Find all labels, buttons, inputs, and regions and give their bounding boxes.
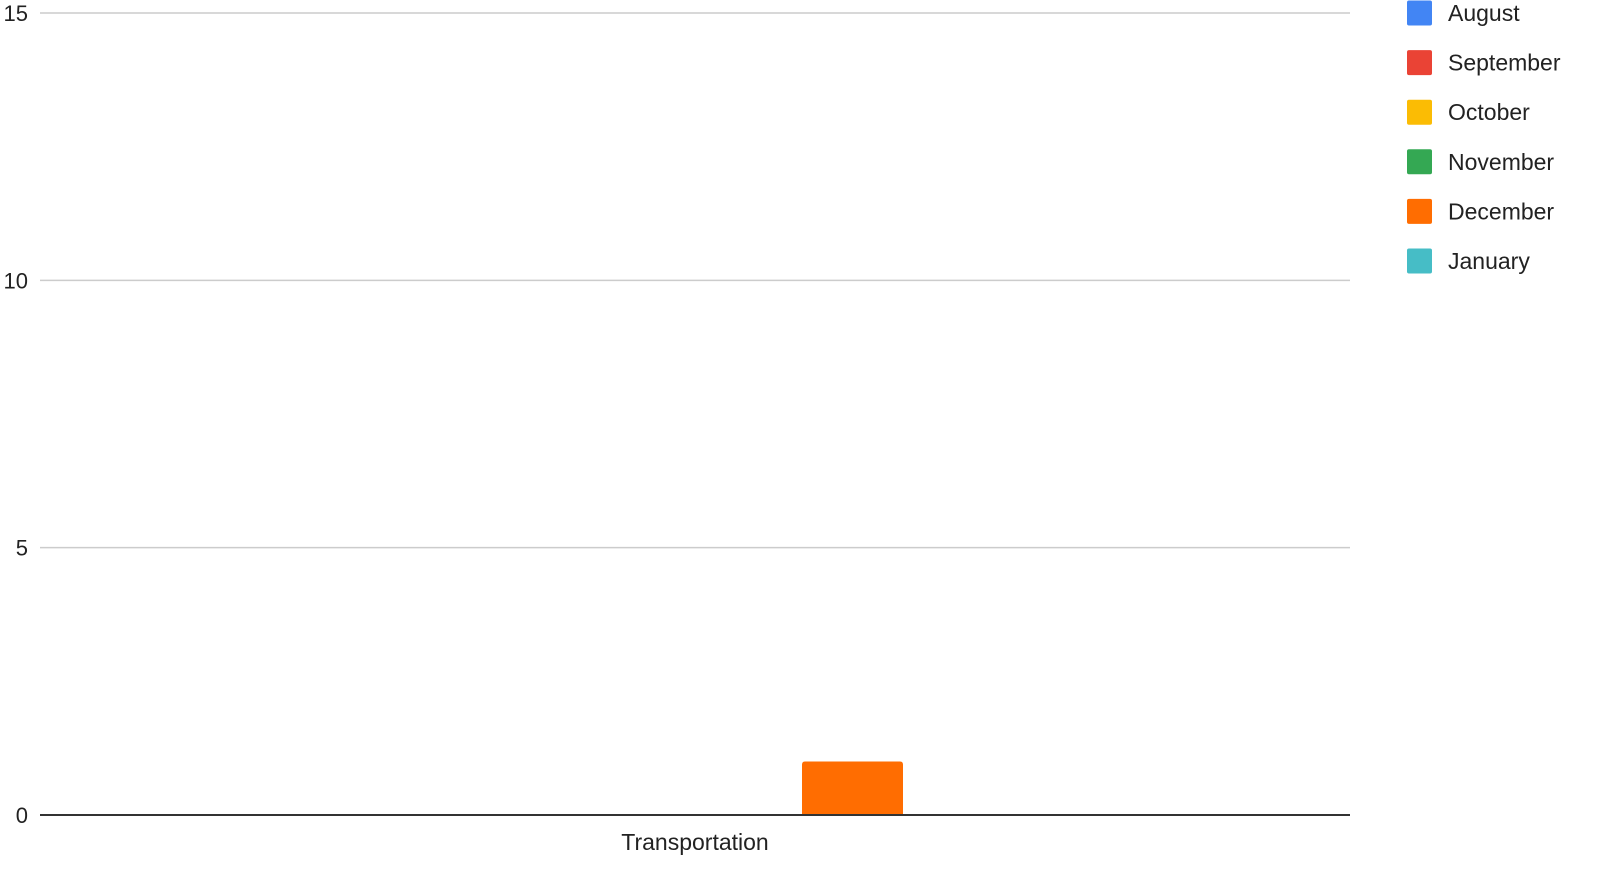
y-tick-label: 10 xyxy=(4,268,28,293)
legend-swatch-september xyxy=(1407,50,1432,76)
x-category-label: Transportation xyxy=(621,829,768,855)
legend-swatch-january xyxy=(1407,248,1432,274)
y-tick-label: 5 xyxy=(16,536,28,561)
bars xyxy=(802,761,903,815)
x-axis-category-labels: Transportation xyxy=(621,829,768,855)
bar-december-transportation xyxy=(802,761,903,815)
legend-label-august: August xyxy=(1448,0,1520,26)
y-tick-label: 15 xyxy=(4,1,28,26)
legend-label-december: December xyxy=(1448,198,1554,224)
legend-label-january: January xyxy=(1448,248,1530,274)
y-tick-label: 0 xyxy=(16,803,28,828)
y-axis-tick-labels: 0 5 10 15 xyxy=(4,1,28,828)
legend-swatch-november xyxy=(1407,149,1432,175)
legend-swatch-august xyxy=(1407,0,1432,26)
gridlines xyxy=(40,12,1350,549)
legend-label-september: September xyxy=(1448,50,1561,76)
legend-label-november: November xyxy=(1448,149,1554,175)
legend-swatch-december xyxy=(1407,198,1432,224)
legend: August September October November December Ja… xyxy=(1407,0,1561,274)
legend-swatch-october xyxy=(1407,99,1432,125)
legend-label-october: October xyxy=(1448,99,1530,125)
